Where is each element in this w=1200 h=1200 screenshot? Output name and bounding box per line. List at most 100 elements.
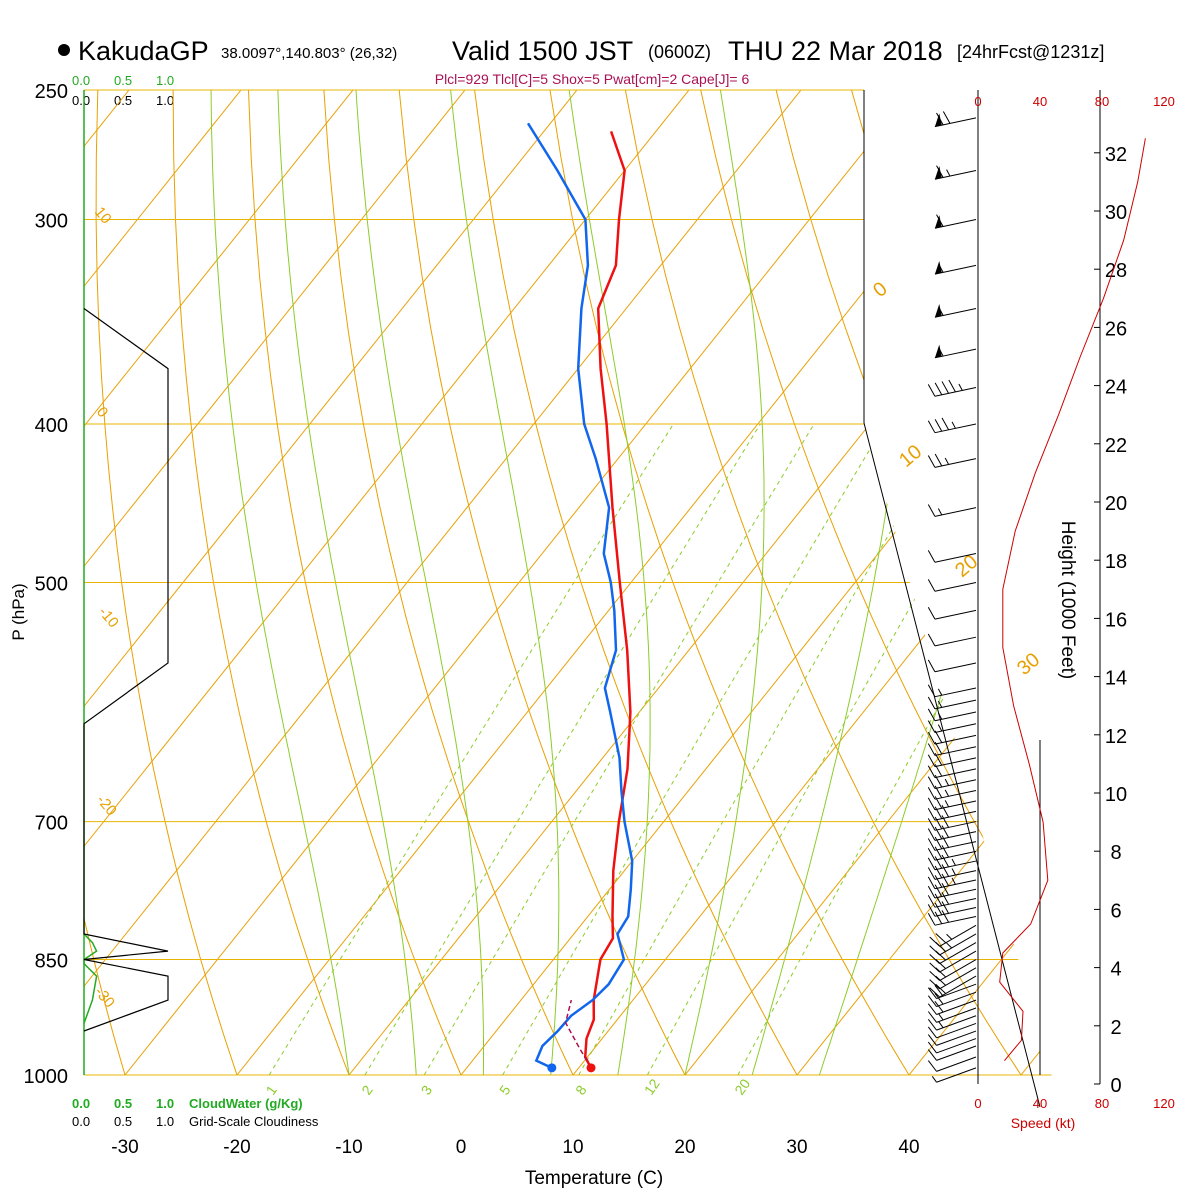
mixing-ratio-line [423,423,815,1075]
cloudwater-scale-top: 0.0 0.5 1.0 [72,73,174,88]
height-tick-label: 8 [1110,842,1121,864]
wind-barb-flag [934,419,943,432]
wind-barb-flag [927,1011,937,1023]
wind-barb-staff [936,1007,977,1023]
cloud-tick-bottom-0: 0.0 [72,1096,90,1111]
moist-adiabat-line [277,90,417,1075]
wind-barb-flag [927,913,936,926]
wind-barb-flag [927,857,936,871]
cloud-tick-top-1: 0.5 [114,73,132,88]
mixing-ratio-label: 5 [496,1082,514,1098]
wind-barb-flag [927,885,936,899]
wind-barb [927,825,977,841]
wind-barb-half-flag [946,933,953,940]
wind-barb-flag [934,911,943,924]
wind-barb-flag [941,417,950,431]
dry-adiabat-line [1078,90,1200,1075]
wind-barb [929,924,977,947]
surface-temperature-dot [586,1063,596,1073]
wind-barb [927,708,977,722]
wind-barb-half-flag [937,508,943,516]
wind-barb-flag [935,933,947,944]
speed-tick-label-top: 80 [1095,94,1109,109]
dewpoint-profile [526,122,634,1070]
wind-barb-staff [939,959,977,981]
wind-barb-staff [936,999,977,1015]
temperature-tick-label: 0 [456,1137,467,1158]
wind-barb [927,815,977,831]
cloudwater-label: CloudWater (g/Kg) [189,1096,303,1111]
wind-barb-staff [936,1038,977,1054]
wind-barb-staff [934,841,977,851]
wind-barb-half-flag [939,265,944,273]
wind-barb-flag [927,876,936,889]
surface-dewpoint-dot [547,1063,557,1073]
wind-barb-staff [936,1030,977,1046]
wind-barb-flag [927,765,936,778]
wind-barb-staff [936,1022,977,1039]
wind-barb-flag [934,902,943,916]
cloud-layer [83,308,169,1032]
wind-barb-flag [935,975,947,986]
wind-barb-flag [941,864,950,877]
wind-barb [927,379,977,397]
wind-barb-flag [934,856,943,869]
dry-adiabat-line [1001,90,1040,1075]
wind-barb [929,942,977,965]
speed-tick-label-bottom: 40 [1033,1096,1047,1111]
speed-tick-label-bottom: 0 [974,1096,981,1111]
wind-barb-flag [927,797,936,810]
height-tick-label: 22 [1105,435,1127,457]
temperature-tick-label: 20 [674,1137,695,1158]
wind-barb-half-flag [931,1076,937,1083]
dry-adiabat-line [248,90,462,1075]
wind-barb-flag [934,453,943,467]
station-coords: 38.0097°,140.803° (26,32) [221,45,397,62]
wind-barb [927,1015,977,1031]
wind-barb-flag [941,873,950,887]
wind-barb-staff [934,711,977,722]
wind-barb [927,1022,977,1039]
cloud-tick-bottom-2: 1.0 [156,1096,174,1111]
wind-barb-flag [927,904,936,917]
wind-barb-flag [927,867,936,880]
wind-barb-staff [934,609,977,620]
wind-barb-pennant [934,166,942,180]
height-tick-label: 26 [1105,318,1127,340]
speed-axis-label: Speed (kt) [1011,1115,1076,1131]
height-tick-label: 20 [1105,493,1127,515]
wind-barb-flag [927,420,936,433]
cloudiness-scale-bottom: 0.0 0.5 1.0 Grid-Scale Cloudiness [72,1114,319,1129]
wind-barb-staff [934,636,977,647]
wind-barb-pennant [934,113,942,127]
wind-barb-staff [934,789,977,800]
wind-barb-flag [927,1003,937,1015]
profile-layer [526,122,634,1073]
wind-barb-flag [936,165,944,178]
wind-barb-staff [934,768,977,779]
wind-barb-staff [934,915,977,926]
wind-barb-flag [927,720,936,733]
isotherm-label: 0 [93,404,111,421]
wind-barb-flag [941,825,950,838]
wind-barb [927,633,977,647]
isotherm-label: 10 [91,204,115,228]
forecast-info: [24hrFcst@1231z] [957,42,1104,62]
wind-barb [927,774,977,789]
dry-adiabat-line [323,90,574,1075]
cloudiness-profile [83,308,169,1032]
wind-barb [927,864,977,880]
isotherm-line [908,90,1040,1075]
station-name: KakudaGP [78,36,209,66]
cloudiness-tick-bottom-1: 0.5 [114,1114,132,1129]
height-tick-label: 0 [1110,1075,1121,1097]
wind-barb-flag [941,901,950,914]
wind-barb-staff [934,723,977,734]
wind-barb-half-flag [946,942,953,949]
wind-barb-staff [939,933,977,956]
height-tick-label: 14 [1105,668,1127,690]
plot-slant-border [863,422,1041,1108]
